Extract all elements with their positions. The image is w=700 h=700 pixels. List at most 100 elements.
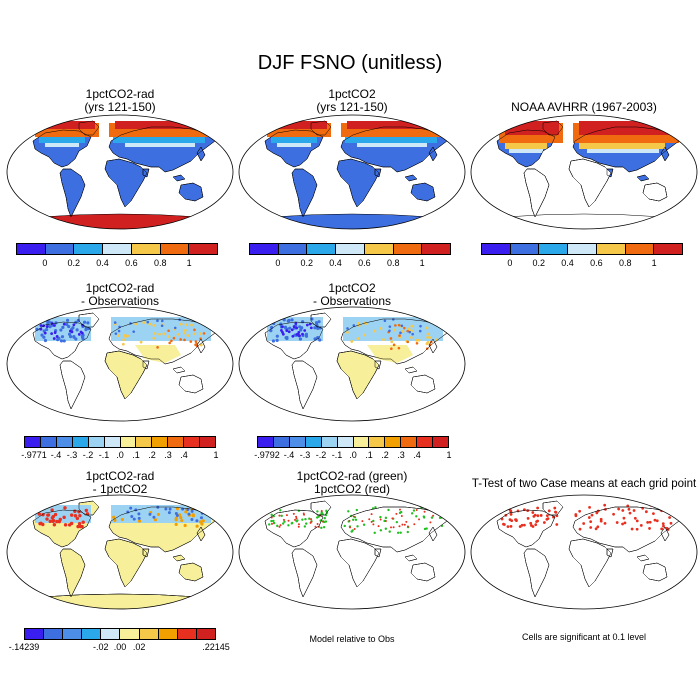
grid-cell [183, 331, 187, 335]
coastline [142, 360, 150, 370]
grid-cell [293, 518, 296, 521]
colorbar-tick-label: 1 [213, 450, 219, 460]
colorbar-swatch [539, 244, 569, 254]
grid-cell [292, 512, 295, 515]
land-mass [410, 562, 436, 582]
grid-cell [65, 318, 70, 322]
grid-cell [351, 518, 355, 521]
colorbar-swatch [417, 437, 434, 447]
grid-cell [628, 511, 632, 515]
grid-cell [383, 319, 387, 323]
grid-cell [74, 320, 78, 324]
no-data-land [568, 158, 612, 208]
colorbar-tick-label: .3 [397, 450, 405, 460]
grid-cell [272, 519, 275, 523]
grid-cell [283, 520, 286, 523]
grid-cell [415, 341, 419, 345]
grid-cell [112, 515, 116, 519]
grid-cell [664, 504, 668, 508]
grid-cell [423, 527, 427, 531]
figure-title: DJF FSNO (unitless) [257, 52, 443, 74]
grid-cell [354, 518, 358, 521]
grid-cell [309, 326, 313, 330]
no-data-land [642, 182, 668, 202]
colorbar-tick-label: -.3 [66, 450, 78, 460]
grid-cell [86, 321, 90, 325]
land-mass [410, 374, 436, 394]
grid-cell [170, 339, 173, 343]
grid-cell [168, 507, 172, 511]
grid-cell [412, 509, 416, 512]
grid-cell [282, 518, 285, 521]
coastline [291, 168, 318, 218]
grid-cell [555, 523, 559, 526]
snow-band [125, 143, 195, 147]
coastline [104, 538, 148, 588]
grid-cell [287, 519, 290, 522]
map-frame [6, 494, 234, 610]
grid-cell [52, 523, 57, 527]
map-panel-2 [238, 114, 466, 230]
land-mass [404, 366, 418, 374]
grid-cell [43, 338, 48, 343]
grid-cell [48, 325, 52, 329]
grid-cell [398, 334, 401, 337]
grid-cell [612, 512, 615, 516]
grid-cell [158, 332, 161, 336]
colorbar-swatch [120, 629, 140, 639]
grid-cell [279, 524, 282, 527]
colorbar-panel-2 [249, 243, 451, 255]
grid-cell [388, 325, 392, 328]
grid-cell [82, 320, 87, 324]
coastline [496, 509, 556, 548]
snow-band [45, 121, 95, 129]
grid-cell [73, 509, 77, 513]
grid-cell [534, 523, 538, 527]
grid-cell [139, 340, 143, 344]
grid-cell [292, 325, 296, 328]
grid-cell [124, 335, 127, 339]
grid-cell [578, 527, 582, 531]
grid-cell [373, 329, 377, 333]
coastline [428, 146, 438, 162]
snow-band [271, 137, 317, 143]
grid-cell [396, 531, 400, 534]
grid-cell [268, 523, 271, 526]
grid-cell [523, 523, 526, 527]
grid-cell [130, 514, 134, 518]
grid-cell [390, 347, 393, 351]
africa-region [104, 350, 148, 400]
grid-cell [391, 318, 395, 321]
grid-cell [304, 334, 309, 338]
colorbar-tick-label: 0.2 [67, 258, 80, 268]
colorbar-tick-label: 0.8 [387, 258, 400, 268]
grid-cell [172, 336, 176, 340]
coastline [59, 548, 86, 598]
grid-cell [372, 523, 375, 526]
grid-cell [287, 318, 291, 323]
grid-cell [296, 519, 299, 522]
grid-cell [661, 522, 665, 525]
grid-cell [180, 518, 184, 523]
grid-cell [509, 512, 513, 516]
grid-cell [72, 323, 76, 327]
colorbar-tick-label: 0.6 [125, 258, 138, 268]
colorbar-tick-label: 0.6 [590, 258, 603, 268]
grid-cell [156, 346, 159, 349]
grid-cell [406, 340, 410, 344]
grid-cell [408, 330, 412, 334]
colorbar-tick-label: 1 [186, 258, 192, 268]
coastline [291, 360, 318, 410]
colorbar-swatch [136, 437, 153, 447]
colorbar-swatch [160, 244, 190, 254]
snow-band [347, 121, 443, 129]
colorbar-tick-label: .1 [365, 450, 373, 460]
grid-cell [73, 514, 78, 518]
grid-cell [407, 327, 411, 331]
coastline [336, 350, 380, 400]
grid-cell [368, 518, 371, 521]
grid-cell [129, 506, 133, 510]
grid-cell [84, 327, 88, 331]
coastline [178, 374, 204, 394]
colorbar-tick-label: -.9771 [21, 450, 47, 460]
